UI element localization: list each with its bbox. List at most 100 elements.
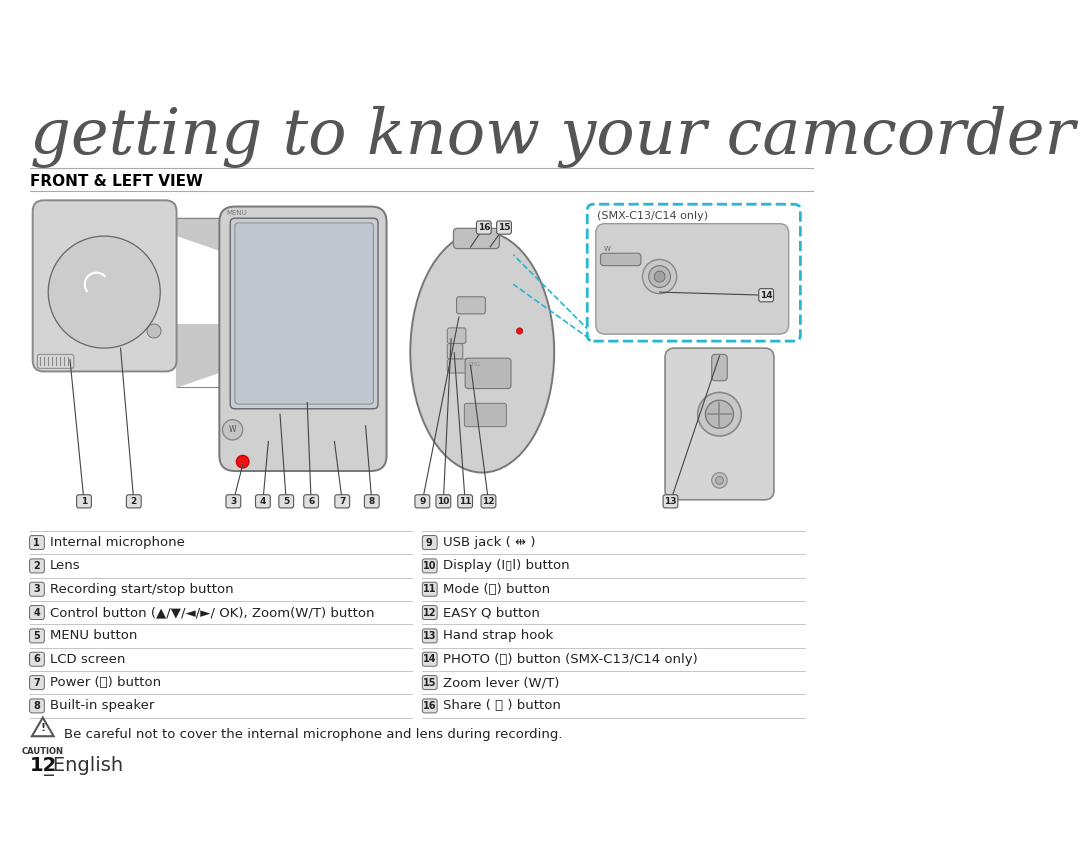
FancyBboxPatch shape	[29, 606, 44, 620]
FancyBboxPatch shape	[415, 495, 430, 508]
Text: 11: 11	[459, 496, 471, 506]
Text: 6: 6	[33, 654, 40, 664]
FancyBboxPatch shape	[235, 223, 374, 404]
FancyBboxPatch shape	[29, 675, 44, 689]
Text: 9: 9	[426, 537, 433, 548]
Text: EASY Q button: EASY Q button	[443, 606, 539, 619]
Circle shape	[237, 456, 248, 468]
FancyBboxPatch shape	[422, 606, 437, 620]
Text: 9: 9	[419, 496, 426, 506]
Text: 6: 6	[308, 496, 314, 506]
FancyBboxPatch shape	[279, 495, 294, 508]
Text: Zoom lever (W/T): Zoom lever (W/T)	[443, 676, 559, 689]
Text: Mode (ⓤ) button: Mode (ⓤ) button	[443, 582, 550, 595]
FancyBboxPatch shape	[600, 253, 640, 266]
FancyBboxPatch shape	[303, 495, 319, 508]
FancyBboxPatch shape	[458, 495, 473, 508]
Text: 10: 10	[437, 496, 449, 506]
Text: 3: 3	[33, 584, 40, 595]
FancyBboxPatch shape	[226, 495, 241, 508]
Text: 15: 15	[498, 223, 510, 232]
FancyBboxPatch shape	[447, 344, 463, 359]
Text: CHG: CHG	[469, 362, 482, 367]
Text: Lens: Lens	[50, 559, 80, 572]
Text: 12: 12	[29, 757, 57, 775]
FancyBboxPatch shape	[422, 629, 437, 643]
Text: 5: 5	[283, 496, 289, 506]
FancyBboxPatch shape	[219, 207, 387, 471]
Text: 2: 2	[131, 496, 137, 506]
FancyBboxPatch shape	[256, 495, 270, 508]
FancyBboxPatch shape	[29, 652, 44, 667]
Text: Share ( ⓤ ) button: Share ( ⓤ ) button	[443, 700, 561, 713]
Text: !: !	[40, 723, 45, 733]
Text: Display (I▯l) button: Display (I▯l) button	[443, 559, 569, 572]
FancyBboxPatch shape	[436, 495, 450, 508]
FancyBboxPatch shape	[364, 495, 379, 508]
Text: 8: 8	[368, 496, 375, 506]
Circle shape	[643, 260, 677, 293]
Ellipse shape	[410, 232, 554, 472]
Text: Power (ⓤ) button: Power (ⓤ) button	[50, 676, 161, 689]
Text: Control button (▲/▼/◄/►/ OK), Zoom(W/T) button: Control button (▲/▼/◄/►/ OK), Zoom(W/T) …	[50, 606, 375, 619]
Circle shape	[60, 248, 148, 336]
FancyBboxPatch shape	[665, 348, 774, 500]
Text: 3: 3	[230, 496, 237, 506]
FancyBboxPatch shape	[422, 559, 437, 573]
Text: Internal microphone: Internal microphone	[50, 536, 185, 549]
FancyBboxPatch shape	[481, 495, 496, 508]
FancyBboxPatch shape	[759, 288, 773, 302]
FancyBboxPatch shape	[454, 228, 499, 248]
Circle shape	[95, 283, 113, 301]
Polygon shape	[176, 325, 221, 387]
FancyBboxPatch shape	[422, 675, 437, 689]
Text: 4: 4	[259, 496, 266, 506]
Text: _English: _English	[43, 757, 124, 777]
FancyBboxPatch shape	[230, 218, 378, 409]
Text: USB jack ( ⇹ ): USB jack ( ⇹ )	[443, 536, 535, 549]
Polygon shape	[176, 218, 221, 251]
Text: Be careful not to cover the internal microphone and lens during recording.: Be careful not to cover the internal mic…	[64, 728, 563, 741]
Circle shape	[712, 472, 727, 488]
Text: 14: 14	[422, 654, 436, 664]
FancyBboxPatch shape	[32, 201, 176, 372]
Text: Recording start/stop button: Recording start/stop button	[50, 582, 233, 595]
Text: 5: 5	[33, 631, 40, 641]
Text: 13: 13	[664, 496, 677, 506]
Text: 13: 13	[422, 631, 436, 641]
FancyBboxPatch shape	[596, 224, 788, 334]
FancyBboxPatch shape	[712, 354, 727, 381]
Circle shape	[73, 261, 135, 323]
FancyBboxPatch shape	[447, 359, 471, 373]
FancyBboxPatch shape	[457, 297, 485, 314]
FancyBboxPatch shape	[29, 559, 44, 573]
Text: 1: 1	[33, 537, 40, 548]
Text: 11: 11	[422, 584, 436, 595]
Text: 7: 7	[339, 496, 346, 506]
FancyBboxPatch shape	[29, 699, 44, 713]
Text: 2: 2	[33, 561, 40, 571]
FancyBboxPatch shape	[588, 204, 800, 341]
Circle shape	[705, 400, 733, 428]
Circle shape	[649, 266, 671, 287]
Text: getting to know your camcorder: getting to know your camcorder	[29, 105, 1075, 168]
Text: CAUTION: CAUTION	[22, 747, 64, 756]
FancyBboxPatch shape	[663, 495, 678, 508]
Text: 12: 12	[482, 496, 495, 506]
FancyBboxPatch shape	[422, 536, 437, 549]
FancyBboxPatch shape	[77, 495, 92, 508]
Text: 8: 8	[33, 700, 40, 711]
Circle shape	[716, 477, 724, 484]
FancyBboxPatch shape	[29, 582, 44, 596]
FancyBboxPatch shape	[29, 536, 44, 549]
Text: 16: 16	[422, 700, 436, 711]
Circle shape	[222, 419, 243, 440]
FancyBboxPatch shape	[422, 699, 437, 713]
Text: Built-in speaker: Built-in speaker	[50, 700, 154, 713]
FancyBboxPatch shape	[335, 495, 350, 508]
Text: FRONT & LEFT VIEW: FRONT & LEFT VIEW	[29, 174, 202, 189]
FancyBboxPatch shape	[447, 328, 465, 344]
Polygon shape	[32, 718, 54, 736]
Text: 1: 1	[81, 496, 87, 506]
Text: 14: 14	[760, 291, 772, 299]
